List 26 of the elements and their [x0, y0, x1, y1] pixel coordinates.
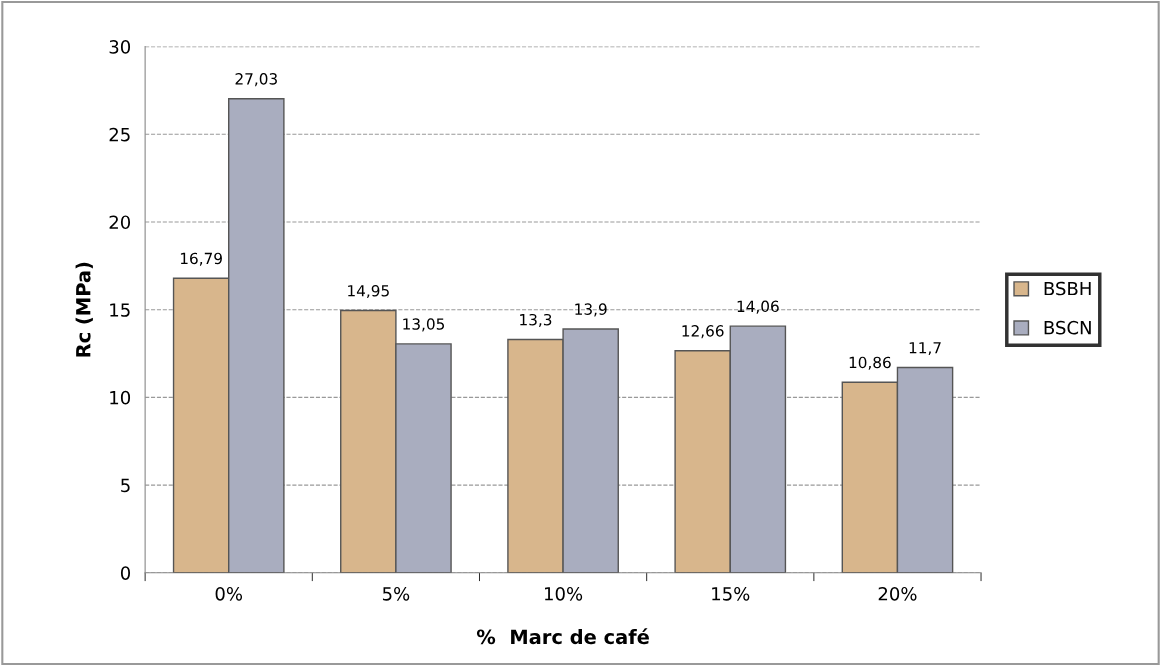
data-label: 14,06 [737, 300, 779, 314]
data-label: 14,95 [348, 284, 389, 299]
y-tick-label: 0 [120, 566, 131, 580]
y-tick-label: 15 [110, 303, 130, 317]
x-tick-label: 20% [878, 586, 917, 601]
data-label: 13,05 [403, 318, 445, 332]
x-axis-title: % Marc de café [476, 628, 649, 645]
y-tick-label: 30 [109, 40, 131, 54]
y-axis-title: Rc (MPa) [75, 262, 93, 357]
y-tick-label: 20 [109, 215, 131, 230]
legend-label: BSCN [1044, 320, 1091, 335]
legend-label: BSBH [1044, 281, 1091, 296]
data-label: 13,9 [575, 303, 607, 317]
data-label: 11,7 [909, 342, 941, 356]
data-label: 10,86 [849, 356, 891, 370]
data-label: 12,66 [682, 325, 724, 339]
x-tick-label: 5% [382, 586, 410, 601]
x-tick-label: 15% [712, 586, 750, 601]
x-tick-label: 0% [215, 586, 243, 601]
data-label: 27,03 [235, 73, 277, 87]
y-tick-label: 10 [110, 390, 131, 405]
x-tick-label: 10% [545, 586, 583, 601]
data-label: 13,3 [520, 313, 552, 327]
data-label: 16,79 [180, 252, 222, 266]
y-tick-label: 25 [109, 127, 130, 142]
y-tick-label: 5 [121, 478, 130, 493]
